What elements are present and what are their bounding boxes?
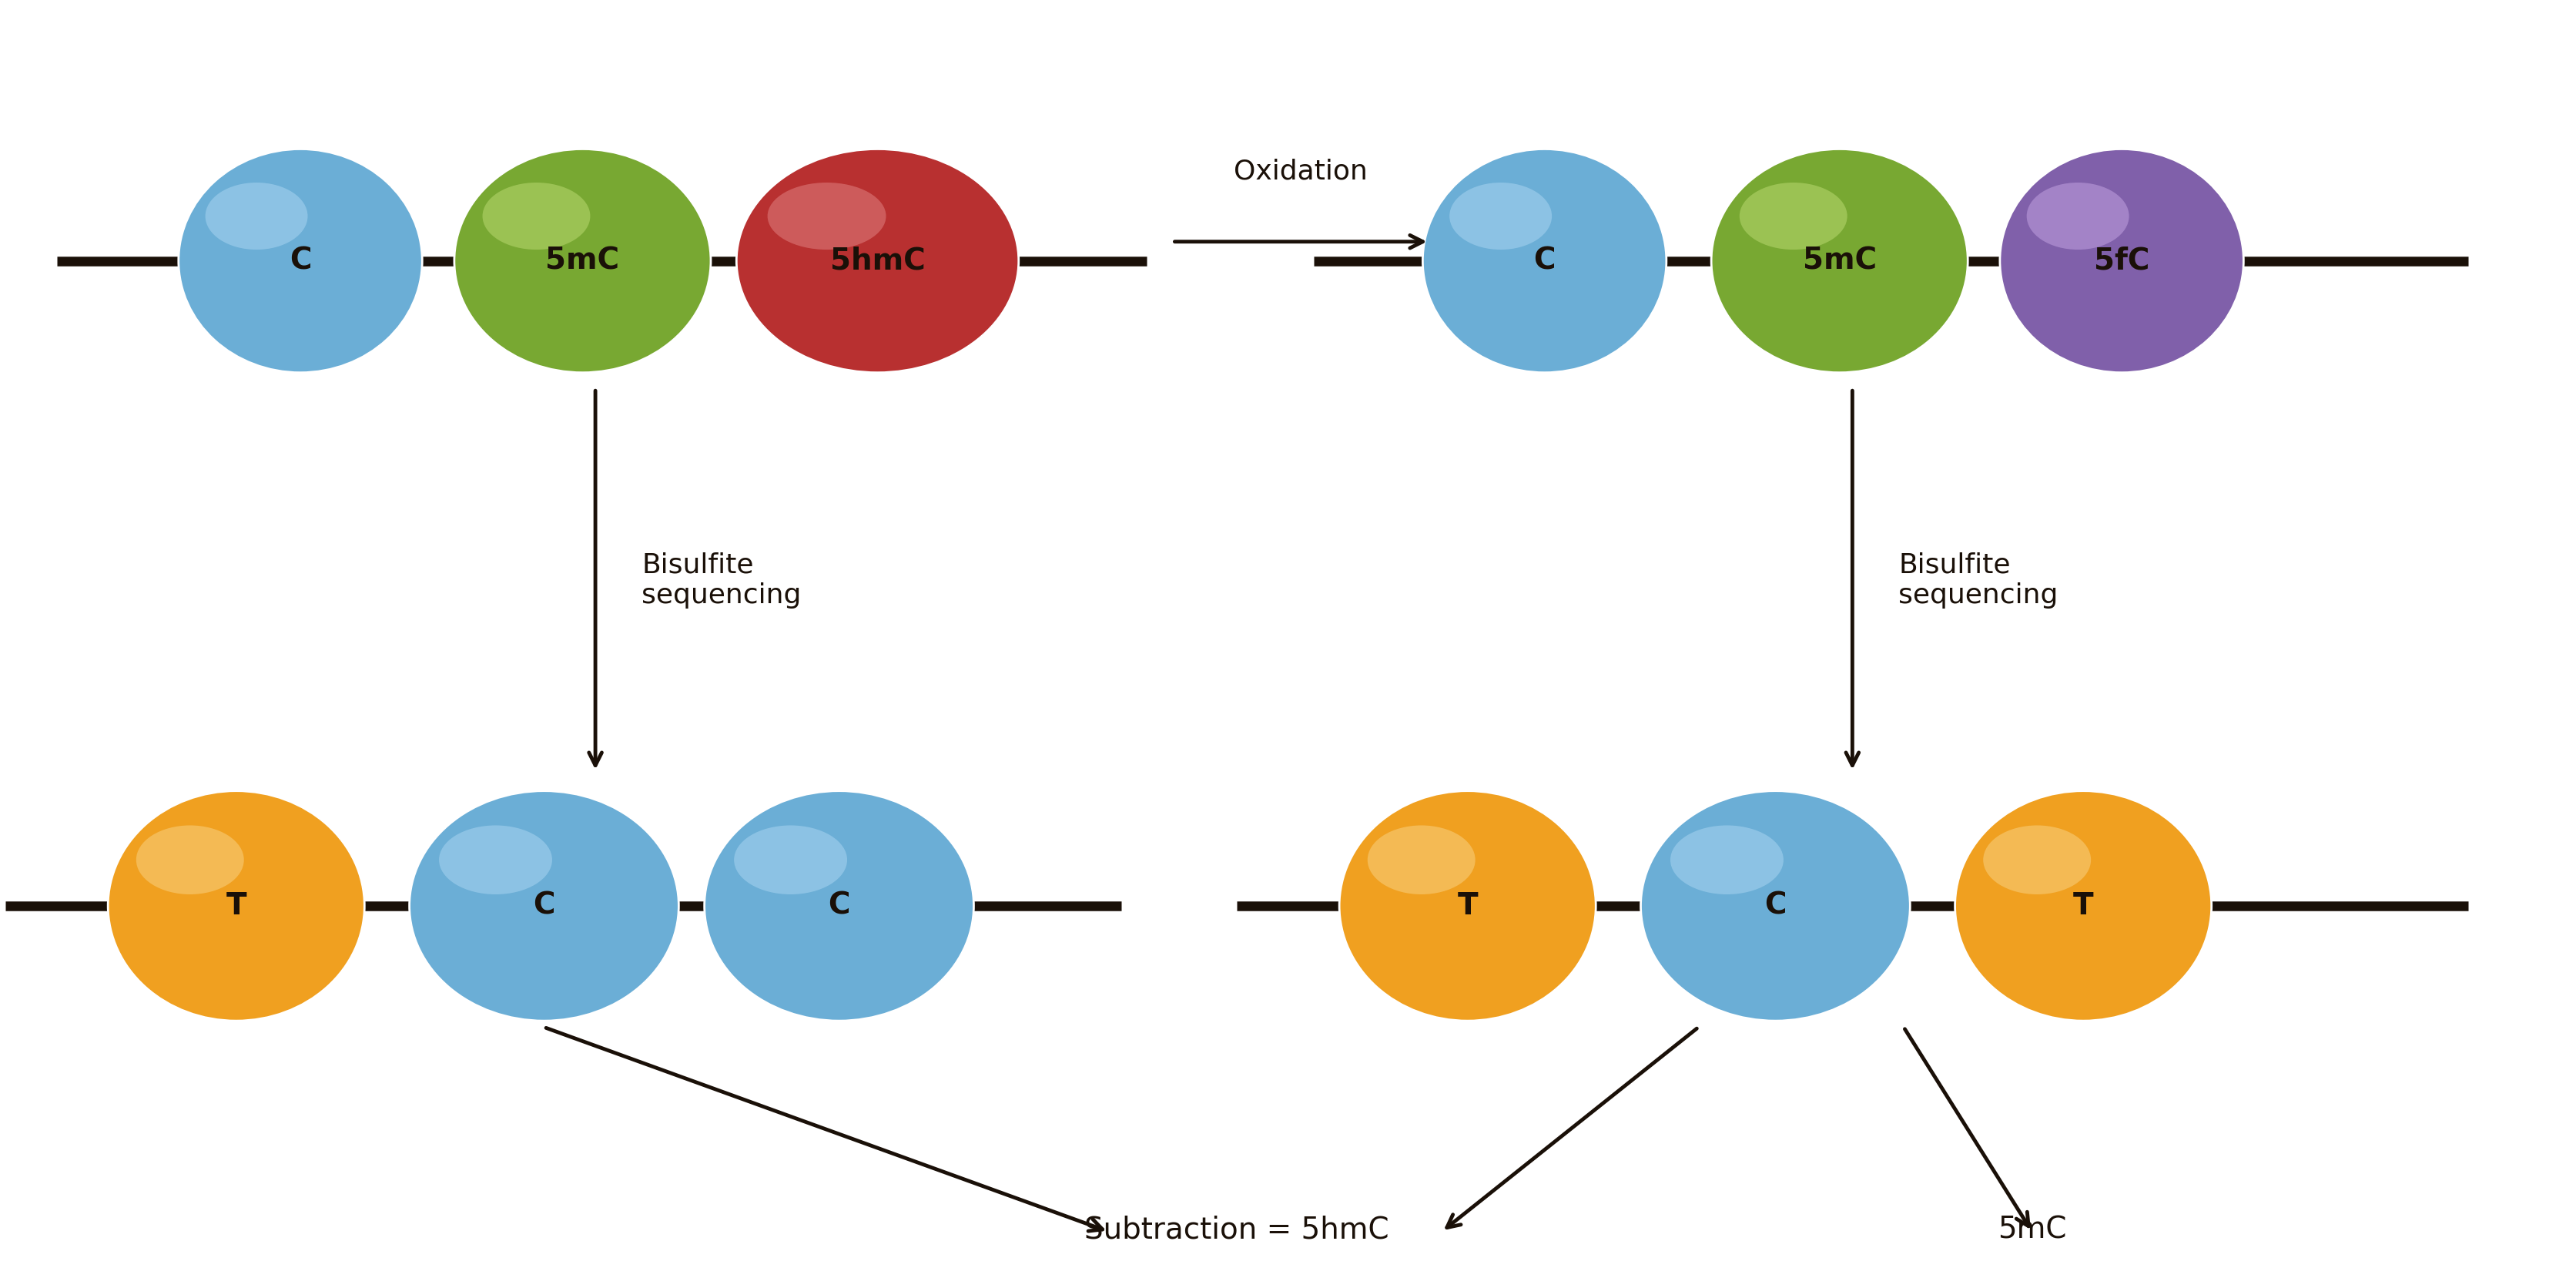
Ellipse shape	[438, 826, 551, 894]
Ellipse shape	[737, 149, 1018, 372]
Text: Bisulfite
sequencing: Bisulfite sequencing	[641, 551, 801, 608]
Text: 5fC: 5fC	[2094, 246, 2148, 276]
Ellipse shape	[1450, 183, 1551, 250]
Text: T: T	[1458, 891, 1479, 921]
Text: 5mC: 5mC	[1996, 1215, 2066, 1244]
Ellipse shape	[1422, 149, 1667, 372]
Ellipse shape	[703, 791, 974, 1021]
Ellipse shape	[206, 183, 307, 250]
Ellipse shape	[768, 183, 886, 250]
Ellipse shape	[453, 149, 711, 372]
Ellipse shape	[1669, 826, 1783, 894]
Text: C: C	[1533, 246, 1556, 276]
Ellipse shape	[1340, 791, 1597, 1021]
Ellipse shape	[410, 791, 677, 1021]
Text: 5mC: 5mC	[1803, 246, 1875, 276]
Ellipse shape	[1641, 791, 1909, 1021]
Text: Bisulfite
sequencing: Bisulfite sequencing	[1899, 551, 2058, 608]
Text: Oxidation: Oxidation	[1234, 158, 1368, 184]
Text: 5hmC: 5hmC	[829, 246, 925, 276]
Text: Subtraction = 5hmC: Subtraction = 5hmC	[1084, 1215, 1388, 1244]
Text: T: T	[2074, 891, 2094, 921]
Text: C: C	[533, 891, 554, 921]
Ellipse shape	[137, 826, 245, 894]
Ellipse shape	[734, 826, 848, 894]
Text: C: C	[289, 246, 312, 276]
Ellipse shape	[2027, 183, 2128, 250]
Ellipse shape	[482, 183, 590, 250]
Text: T: T	[227, 891, 247, 921]
Ellipse shape	[108, 791, 363, 1021]
Text: C: C	[1765, 891, 1785, 921]
Ellipse shape	[1739, 183, 1847, 250]
Ellipse shape	[1710, 149, 1968, 372]
Text: 5mC: 5mC	[546, 246, 621, 276]
Ellipse shape	[1984, 826, 2092, 894]
Ellipse shape	[1368, 826, 1476, 894]
Text: C: C	[827, 891, 850, 921]
Ellipse shape	[1999, 149, 2244, 372]
Ellipse shape	[1955, 791, 2213, 1021]
Ellipse shape	[178, 149, 422, 372]
